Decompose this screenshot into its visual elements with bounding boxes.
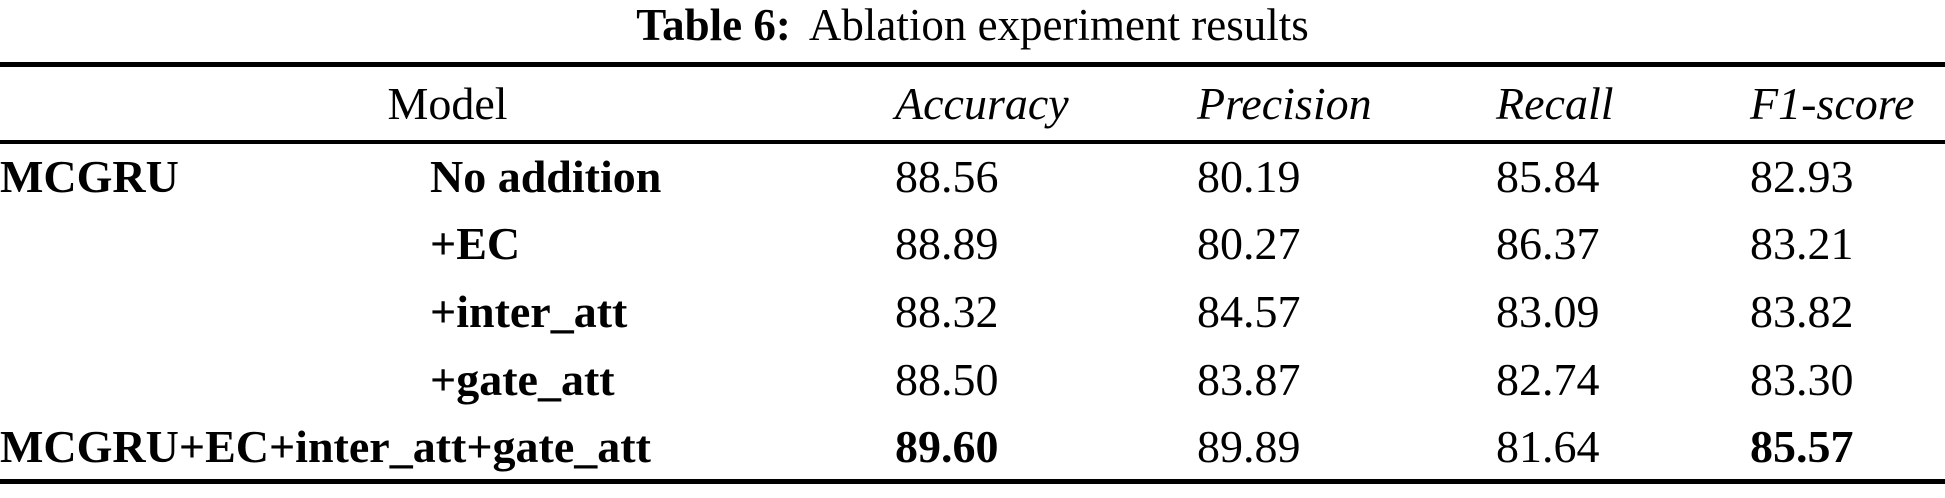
model-group-cell bbox=[0, 346, 430, 414]
column-header-recall: Recall bbox=[1496, 64, 1751, 144]
column-header-model: Model bbox=[0, 64, 896, 144]
variant-cell: +inter_att bbox=[430, 286, 628, 337]
table-row: +gate_att 88.50 83.87 82.74 83.30 bbox=[0, 346, 1945, 414]
model-group-cell: MCGRU+EC+inter_att+gate_att bbox=[0, 420, 651, 472]
model-group-cell: MCGRU bbox=[0, 151, 179, 202]
table-caption-label: Table 6: bbox=[636, 0, 791, 50]
precision-value-cell: 89.89 bbox=[1197, 420, 1301, 472]
header-row: Model Accuracy Precision Recall F1-score bbox=[0, 64, 1945, 144]
precision-value-cell: 84.57 bbox=[1197, 286, 1301, 337]
model-group-cell bbox=[0, 210, 430, 278]
table-caption-text: Ablation experiment results bbox=[808, 0, 1309, 50]
accuracy-value-cell: 88.32 bbox=[895, 286, 999, 337]
recall-value-cell: 81.64 bbox=[1496, 420, 1600, 472]
f1-score-value-cell: 82.93 bbox=[1750, 151, 1854, 202]
recall-value-cell: 85.84 bbox=[1496, 151, 1600, 202]
recall-value-cell: 82.74 bbox=[1496, 354, 1600, 405]
accuracy-value-cell: 89.60 bbox=[895, 420, 999, 472]
recall-value-cell: 86.37 bbox=[1496, 218, 1600, 269]
precision-value-cell: 80.27 bbox=[1197, 218, 1301, 269]
f1-score-value-cell: 83.21 bbox=[1750, 218, 1854, 269]
ablation-results-table: Model Accuracy Precision Recall F1-score… bbox=[0, 62, 1945, 484]
precision-value-cell: 80.19 bbox=[1197, 151, 1301, 202]
accuracy-value-cell: 88.50 bbox=[895, 354, 999, 405]
variant-cell: +gate_att bbox=[430, 354, 615, 405]
model-group-cell bbox=[0, 278, 430, 346]
column-header-precision: Precision bbox=[1197, 64, 1497, 144]
f1-score-value-cell: 83.82 bbox=[1750, 286, 1854, 337]
f1-score-value-cell: 83.30 bbox=[1750, 354, 1854, 405]
table-row: +inter_att 88.32 84.57 83.09 83.82 bbox=[0, 278, 1945, 346]
table-row: MCGRU No addition 88.56 80.19 85.84 82.9… bbox=[0, 142, 1945, 210]
column-header-accuracy: Accuracy bbox=[895, 64, 1198, 144]
table-caption: Table 6: Ablation experiment results bbox=[0, 0, 1945, 56]
precision-value-cell: 83.87 bbox=[1197, 354, 1301, 405]
variant-cell: No addition bbox=[430, 151, 662, 202]
accuracy-value-cell: 88.56 bbox=[895, 151, 999, 202]
accuracy-value-cell: 88.89 bbox=[895, 218, 999, 269]
table-row: MCGRU+EC+inter_att+gate_att 89.60 89.89 … bbox=[0, 414, 1945, 482]
table-row: +EC 88.89 80.27 86.37 83.21 bbox=[0, 210, 1945, 278]
variant-cell: +EC bbox=[430, 218, 521, 269]
recall-value-cell: 83.09 bbox=[1496, 286, 1600, 337]
column-header-f1-score: F1-score bbox=[1750, 64, 1945, 144]
f1-score-value-cell: 85.57 bbox=[1750, 420, 1854, 472]
